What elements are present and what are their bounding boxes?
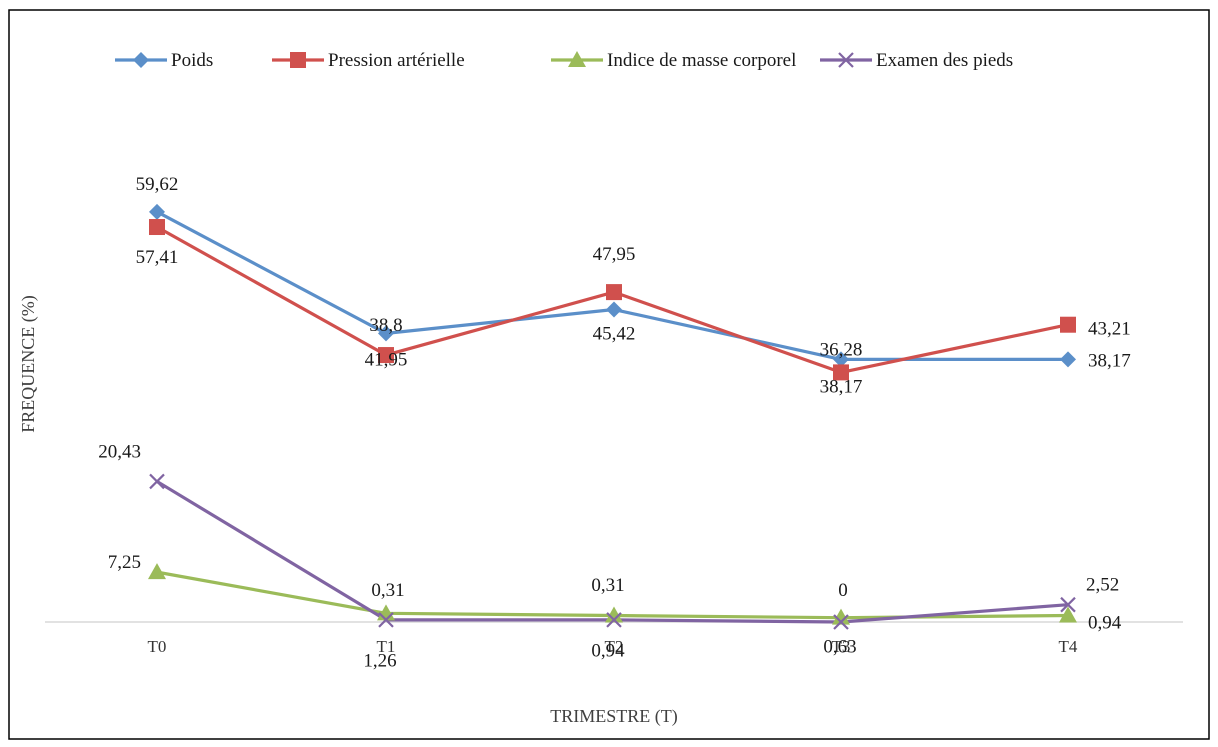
point-marker — [378, 325, 394, 342]
y-axis-title: FREQUENCE (%) — [18, 295, 39, 433]
point-marker — [833, 351, 849, 368]
point-marker — [606, 612, 622, 628]
point-marker — [1060, 316, 1076, 333]
point-marker — [1059, 606, 1077, 623]
point-marker — [149, 203, 165, 220]
chart-border — [8, 9, 1210, 740]
point-marker — [378, 612, 394, 628]
data-labels: 59,62 41,95 45,42 38,17 38,17 57,41 38,8 47,95 3… — [98, 174, 1131, 672]
legend-marker — [290, 52, 306, 68]
point-marker — [606, 301, 622, 318]
x-tick-label: T0 — [148, 637, 167, 656]
legend-label: Examen des pieds — [876, 50, 1013, 71]
data-label: 1,26 — [363, 650, 396, 671]
data-label: 0,31 — [371, 580, 404, 601]
legend-label: Pression artérielle — [328, 50, 465, 71]
data-label: 43,21 — [1088, 319, 1131, 340]
data-label: 47,95 — [593, 244, 636, 265]
data-label: 38,17 — [820, 376, 863, 397]
legend-item: Pression artérielle — [272, 50, 465, 71]
data-label: 45,42 — [593, 324, 636, 345]
data-label: 38,8 — [369, 315, 402, 336]
legend-marker — [568, 51, 586, 67]
legend: Poids Pression artérielle Indice de masse … — [115, 50, 1013, 71]
x-tick-label: T2 — [605, 637, 624, 656]
legend-item: Poids — [115, 50, 213, 71]
point-marker — [1060, 351, 1076, 368]
data-label: 59,62 — [136, 174, 179, 195]
x-tick-label: T3 — [832, 637, 851, 656]
point-marker — [832, 608, 850, 625]
legend-item: Examen des pieds — [820, 50, 1013, 71]
x-tick-label: T1 — [377, 637, 396, 656]
point-marker — [149, 219, 165, 236]
legend-marker — [838, 52, 854, 68]
series-markers — [148, 203, 1077, 630]
data-label: 41,95 — [365, 349, 408, 370]
point-marker — [833, 364, 849, 381]
data-label: 0,31 — [591, 575, 624, 596]
data-label: 38,17 — [1088, 350, 1131, 371]
data-label: 36,28 — [820, 339, 863, 360]
legend-label: Poids — [171, 50, 213, 71]
x-tick-label: T4 — [1059, 637, 1078, 656]
data-label: 20,43 — [98, 441, 141, 462]
data-label: 0,94 — [1088, 613, 1122, 634]
data-label: 0,94 — [591, 641, 625, 662]
point-marker — [148, 563, 166, 580]
point-marker — [149, 473, 165, 490]
data-label: 2,52 — [1086, 575, 1119, 596]
point-marker — [833, 614, 849, 630]
data-label: 57,41 — [136, 247, 179, 268]
legend-label: Indice de masse corporel — [607, 50, 796, 71]
x-tick-labels: T0 T1 T2 T3 T4 — [148, 637, 1078, 656]
data-label: 7,25 — [108, 552, 141, 573]
point-marker — [1060, 596, 1076, 613]
data-label: 0,63 — [823, 637, 856, 658]
point-marker — [378, 347, 394, 364]
legend-item: Indice de masse corporel — [551, 50, 796, 71]
x-axis-title: TRIMESTRE (T) — [550, 706, 678, 727]
legend-marker — [133, 52, 149, 68]
point-marker — [606, 284, 622, 301]
point-marker — [605, 606, 623, 623]
data-label: 0 — [838, 580, 848, 601]
